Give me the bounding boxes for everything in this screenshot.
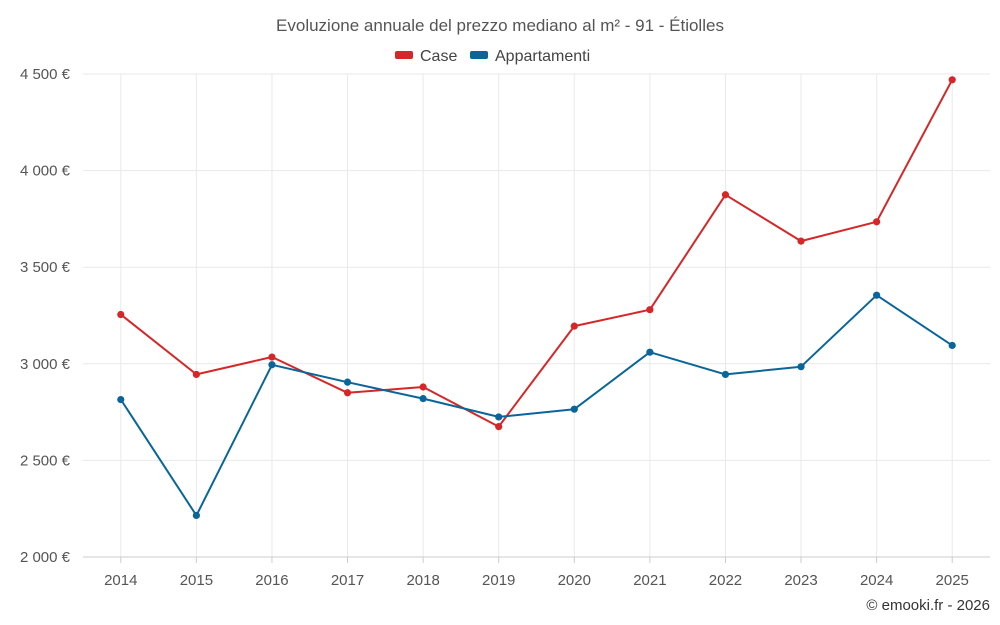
data-point-case[interactable] <box>948 76 956 84</box>
chart-title: Evoluzione annuale del prezzo mediano al… <box>276 16 724 35</box>
x-tick-label: 2023 <box>784 572 817 589</box>
data-point-appartamenti[interactable] <box>268 361 276 369</box>
data-point-appartamenti[interactable] <box>495 413 503 421</box>
data-point-case[interactable] <box>873 218 881 226</box>
data-point-case[interactable] <box>268 353 276 361</box>
x-tick-label: 2022 <box>709 572 742 589</box>
x-tick-label: 2017 <box>331 572 364 589</box>
data-point-appartamenti[interactable] <box>343 378 352 386</box>
legend-item-appartamenti[interactable]: Appartamenti <box>470 48 590 65</box>
x-tick-label: 2016 <box>255 572 288 589</box>
legend-label-case: Case <box>420 48 457 65</box>
legend-label-appartamenti: Appartamenti <box>495 48 590 65</box>
y-tick-label: 4 000 € <box>20 163 71 180</box>
x-tick-label: 2024 <box>860 572 893 589</box>
series-line-case <box>120 79 954 428</box>
y-tick-label: 4 500 € <box>20 66 71 83</box>
series <box>117 76 956 520</box>
data-point-appartamenti[interactable] <box>873 291 881 299</box>
legend[interactable]: Case Appartamenti <box>395 48 590 65</box>
legend-swatch-case <box>395 51 413 59</box>
x-tick-label: 2019 <box>482 572 515 589</box>
x-tick-label: 2021 <box>633 572 666 589</box>
data-point-case[interactable] <box>570 322 578 330</box>
x-tick-label: 2025 <box>936 572 969 589</box>
credit-text: © emooki.fr - 2026 <box>866 597 990 614</box>
y-tick-label: 3 500 € <box>20 259 71 276</box>
data-point-appartamenti[interactable] <box>721 370 730 379</box>
data-point-case[interactable] <box>721 191 730 199</box>
legend-item-case[interactable]: Case <box>395 48 457 65</box>
x-axis: 2014 2015 2016 2017 2018 2019 2020 2021 2022 2023… <box>83 556 990 589</box>
data-point-appartamenti[interactable] <box>419 394 427 403</box>
data-point-case[interactable] <box>797 237 805 245</box>
data-point-appartamenti[interactable] <box>948 341 956 350</box>
y-tick-label: 2 000 € <box>20 549 71 566</box>
gridlines <box>83 73 990 557</box>
series-appartamenti <box>117 291 956 520</box>
x-tick-label: 2018 <box>406 572 439 589</box>
data-point-appartamenti[interactable] <box>570 405 578 413</box>
x-tick-label: 2015 <box>180 572 213 589</box>
data-point-case[interactable] <box>192 370 200 379</box>
series-line-appartamenti <box>119 294 953 517</box>
data-point-case[interactable] <box>117 310 125 319</box>
data-point-appartamenti[interactable] <box>192 511 200 520</box>
data-point-case[interactable] <box>495 422 503 431</box>
x-tick-label: 2014 <box>104 572 137 589</box>
x-tick-label: 2020 <box>558 572 591 589</box>
data-point-case[interactable] <box>419 383 427 391</box>
data-point-case[interactable] <box>646 306 654 314</box>
y-tick-label: 2 500 € <box>20 452 71 469</box>
data-point-appartamenti[interactable] <box>117 395 125 404</box>
y-tick-label: 3 000 € <box>20 356 71 373</box>
data-point-appartamenti[interactable] <box>797 363 805 371</box>
data-point-appartamenti[interactable] <box>646 348 654 356</box>
y-axis: 2 000 € 2 500 € 3 000 € 3 500 € 4 000 € 4 500… <box>20 66 71 566</box>
legend-swatch-appartamenti <box>470 51 488 59</box>
series-case <box>117 76 956 431</box>
data-point-case[interactable] <box>343 389 352 397</box>
